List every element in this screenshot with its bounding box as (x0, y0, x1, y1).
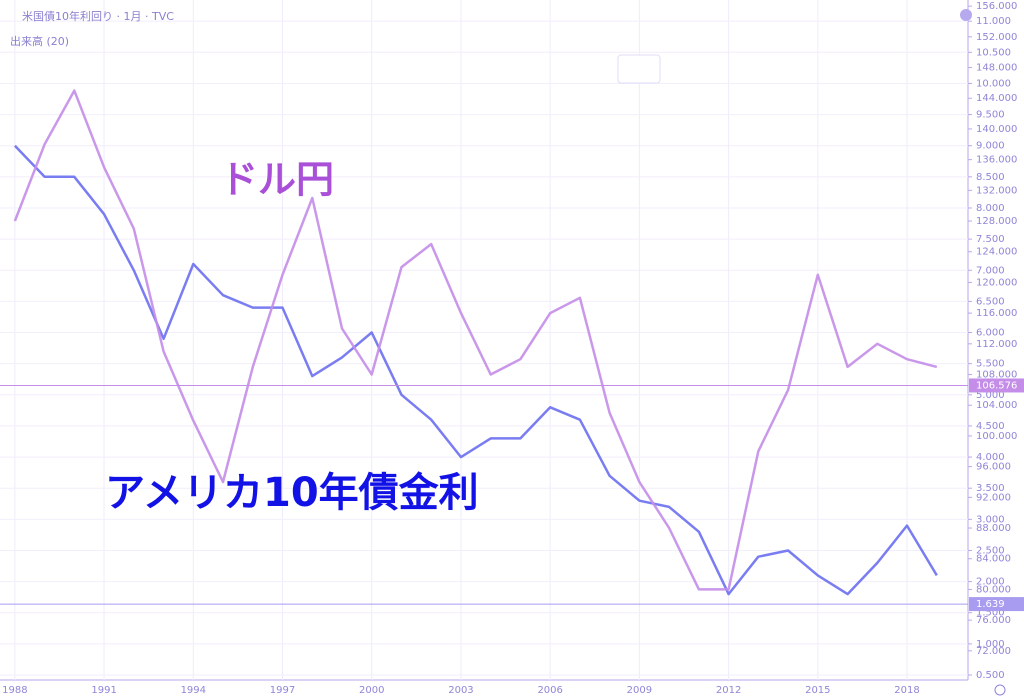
y-tick-label: 120.000 (976, 277, 1017, 288)
y-tick-label: 4.000 (976, 452, 1005, 463)
y-tick-label: 3.000 (976, 514, 1005, 525)
y-tick-label: 156.000 (976, 1, 1017, 12)
y-tick-label: 96.000 (976, 462, 1011, 473)
y-tick-label: 108.000 (976, 370, 1017, 381)
series-line (13, 144, 938, 596)
y-tick-label: 2.500 (976, 545, 1005, 556)
y-tick-label: 148.000 (976, 63, 1017, 74)
y-tick-label: 7.500 (976, 234, 1005, 245)
series-line (13, 89, 938, 591)
settings-icon[interactable] (994, 684, 1006, 696)
y-tick-label: 132.000 (976, 185, 1017, 196)
y-tick-label: 6.000 (976, 328, 1005, 339)
x-tick-label: 2012 (716, 685, 741, 696)
y-tick-label: 7.000 (976, 265, 1005, 276)
x-tick-label: 1997 (270, 685, 295, 696)
y-tick-label: 136.000 (976, 155, 1017, 166)
y-tick-label: 5.500 (976, 359, 1005, 370)
y-tick-label: 11.000 (976, 16, 1011, 27)
y-tick-label: 2.000 (976, 577, 1005, 588)
x-tick-label: 2009 (627, 685, 652, 696)
y-tick-label: 72.000 (976, 646, 1011, 657)
x-tick-label: 1988 (2, 685, 27, 696)
y-tick-label: 80.000 (976, 584, 1011, 595)
last-price-label: 106.576 (976, 380, 1017, 391)
y-tick-label: 5.000 (976, 390, 1005, 401)
last-price-badge (969, 597, 1024, 612)
y-tick-label: 3.500 (976, 483, 1005, 494)
y-tick-label: 128.000 (976, 216, 1017, 227)
last-price-label: 1.639 (976, 599, 1005, 610)
y-tick-label: 8.000 (976, 203, 1005, 214)
y-tick-label: 100.000 (976, 431, 1017, 442)
x-tick-label: 2000 (359, 685, 384, 696)
y-tick-label: 4.500 (976, 421, 1005, 432)
y-tick-label: 76.000 (976, 615, 1011, 626)
plot (0, 0, 968, 680)
y-tick-label: 10.500 (976, 47, 1011, 58)
y-tick-label: 9.000 (976, 141, 1005, 152)
last-price-badge (969, 378, 1024, 393)
settings-dot[interactable] (960, 9, 972, 21)
x-tick-label: 1991 (91, 685, 116, 696)
y-tick-label: 152.000 (976, 32, 1017, 43)
y-tick-label: 104.000 (976, 400, 1017, 411)
x-tick-label: 2018 (894, 685, 919, 696)
y-tick-label: 8.500 (976, 172, 1005, 183)
volume-label: 出来高 (20) (10, 34, 69, 48)
y-tick-label: 116.000 (976, 308, 1017, 319)
y-tick-label: 112.000 (976, 339, 1017, 350)
series-label: アメリカ10年債金利 (105, 470, 479, 516)
y-tick-label: 144.000 (976, 93, 1017, 104)
x-tick-label: 2006 (537, 685, 562, 696)
y-tick-label: 6.500 (976, 296, 1005, 307)
y-tick-label: 1.000 (976, 639, 1005, 650)
x-tick-label: 1994 (181, 685, 206, 696)
y-tick-label: 84.000 (976, 554, 1011, 565)
y-tick-label: 88.000 (976, 523, 1011, 534)
legend-toggle[interactable] (617, 54, 661, 84)
series-label: ドル円 (220, 158, 334, 202)
x-tick-label: 2015 (805, 685, 830, 696)
y-tick-label: 124.000 (976, 247, 1017, 258)
y-tick-label: 0.500 (976, 670, 1005, 681)
y-tick-label: 9.500 (976, 110, 1005, 121)
y-tick-label: 140.000 (976, 124, 1017, 135)
y-tick-label: 1.500 (976, 608, 1005, 619)
y-tick-label: 10.000 (976, 78, 1011, 89)
chart-title[interactable]: 米国債10年利回り · 1月 · TVC (22, 9, 174, 23)
x-tick-label: 2003 (448, 685, 473, 696)
y-tick-label: 92.000 (976, 492, 1011, 503)
